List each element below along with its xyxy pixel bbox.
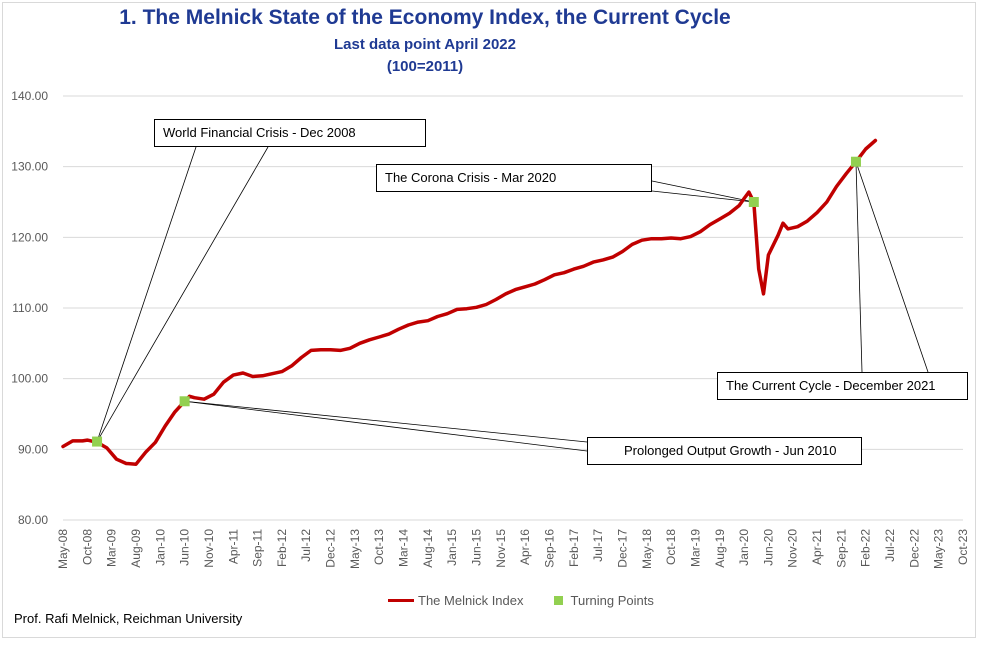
x-tick-label: May-23: [932, 529, 946, 569]
y-tick-label: 90.00: [18, 442, 48, 456]
turning-point: [850, 156, 861, 167]
turning-points: [92, 156, 861, 447]
chart-subtitle-base: (100=2011): [386, 58, 464, 75]
callout-leader-lines: [96, 146, 929, 452]
chart-title: 1. The Melnick State of the Economy Inde…: [119, 6, 731, 29]
x-tick-label: Jan-15: [445, 529, 459, 566]
x-tick-label: Feb-12: [275, 529, 289, 567]
x-tick-label: Jun-20: [761, 529, 775, 566]
series-line-melnick-index: [61, 138, 878, 466]
legend: The Melnick Index Turning Points: [388, 593, 654, 608]
leader-line: [855, 161, 929, 373]
legend-point-swatch: [553, 596, 563, 605]
x-tick-label: Jun-15: [470, 529, 484, 566]
x-tick-label: Sep-21: [834, 529, 848, 568]
x-tick-label: Feb-17: [567, 529, 581, 567]
x-tick-label: Mar-19: [688, 529, 702, 567]
y-axis-ticks: 80.00 90.00 100.00 110.00 120.00 130.00 140.00: [11, 89, 48, 527]
x-tick-label: May-08: [56, 529, 70, 569]
x-tick-label: May-13: [348, 529, 362, 569]
x-tick-label: Dec-17: [615, 529, 629, 568]
y-tick-label: 120.00: [11, 230, 48, 244]
turning-point: [748, 197, 759, 207]
leader-line: [651, 190, 754, 203]
x-tick-label: Jan-20: [737, 529, 751, 566]
x-tick-label: Dec-22: [907, 529, 921, 568]
leader-line: [855, 161, 863, 373]
x-tick-label: Aug-09: [129, 529, 143, 568]
legend-label-turning: Turning Points: [570, 593, 654, 608]
y-tick-label: 110.00: [12, 301, 48, 315]
y-tick-label: 130.00: [11, 160, 48, 174]
leader-line: [96, 146, 269, 442]
chart-subtitle-last-data: Last data point April 2022: [334, 36, 516, 53]
credit-text: Prof. Rafi Melnick, Reichman University: [14, 611, 243, 626]
x-tick-label: Oct-23: [956, 529, 970, 565]
turning-point: [92, 436, 103, 447]
turning-point: [179, 396, 190, 407]
leader-line: [184, 400, 588, 452]
legend-label-index: The Melnick Index: [418, 593, 524, 608]
x-tick-label: Oct-18: [664, 529, 678, 565]
x-tick-label: Oct-13: [372, 529, 386, 565]
callout-current-cycle: The Current Cycle - December 2021: [717, 372, 968, 400]
callout-prolonged-output-growth: Prolonged Output Growth - Jun 2010: [587, 437, 862, 465]
y-tick-label: 140.00: [11, 89, 48, 103]
x-tick-label: Apr-16: [518, 529, 532, 565]
leader-line: [651, 180, 754, 203]
x-tick-label: Feb-22: [859, 529, 873, 567]
x-tick-label: Jun-10: [178, 529, 192, 566]
x-tick-label: Mar-14: [397, 529, 411, 567]
x-tick-label: Dec-12: [324, 529, 338, 568]
x-tick-label: Sep-16: [542, 529, 556, 568]
x-tick-label: Aug-14: [421, 529, 435, 568]
x-tick-label: Nov-15: [494, 529, 508, 568]
x-tick-label: Sep-11: [251, 529, 265, 567]
chart-frame: [2, 2, 976, 638]
x-tick-label: Aug-19: [713, 529, 727, 568]
x-tick-label: Jul-22: [883, 529, 897, 562]
x-tick-label: Nov-20: [786, 529, 800, 568]
x-tick-label: Apr-21: [810, 529, 824, 565]
x-tick-label: Jul-12: [299, 529, 313, 562]
x-tick-label: Oct-08: [80, 529, 94, 565]
x-tick-label: Jul-17: [591, 529, 605, 562]
x-tick-label: Jan-10: [153, 529, 167, 566]
y-tick-label: 100.00: [11, 372, 48, 386]
callout-world-financial-crisis: World Financial Crisis - Dec 2008: [154, 119, 426, 147]
leader-line: [184, 400, 588, 443]
x-tick-label: Apr-11: [226, 529, 240, 564]
x-tick-label: Nov-10: [202, 529, 216, 568]
leader-line: [96, 146, 197, 442]
callout-corona-crisis: The Corona Crisis - Mar 2020: [376, 164, 652, 192]
x-axis-ticks: May-08 Oct-08 Mar-09 Aug-09 Jan-10 Jun-10 Nov-…: [56, 529, 970, 569]
x-tick-label: Mar-09: [105, 529, 119, 567]
y-tick-label: 80.00: [18, 513, 48, 527]
legend-line-swatch: [388, 599, 414, 602]
x-tick-label: May-18: [640, 529, 654, 569]
